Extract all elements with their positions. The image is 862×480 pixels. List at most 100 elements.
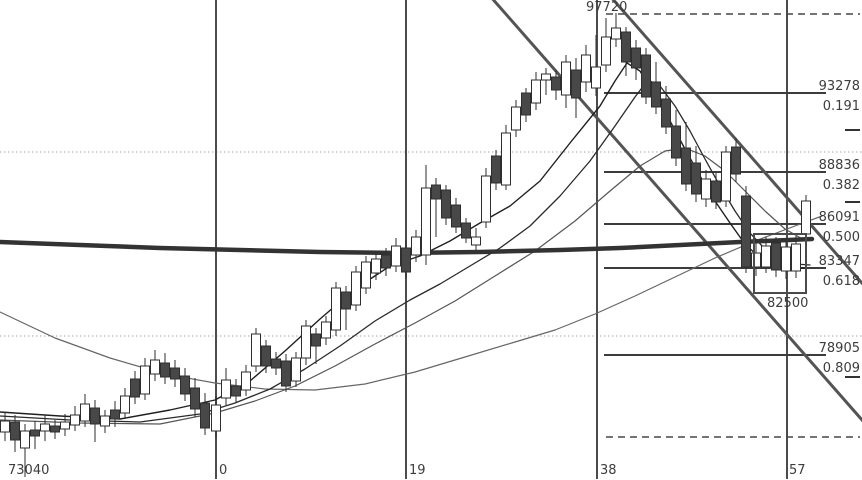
candle <box>481 168 491 228</box>
candle <box>381 248 391 276</box>
candle <box>261 340 271 373</box>
x-axis-label: 0 <box>219 463 227 478</box>
candle <box>311 328 321 364</box>
candle <box>431 178 441 237</box>
candle <box>60 414 70 436</box>
x-axis-label: 57 <box>789 463 806 478</box>
candle <box>461 218 471 243</box>
candle <box>160 353 170 384</box>
candle <box>621 27 631 76</box>
candle <box>801 195 811 239</box>
candle <box>361 256 371 294</box>
candle <box>541 68 551 95</box>
ma-fast <box>0 62 807 420</box>
candle <box>511 100 521 137</box>
candle <box>110 401 120 427</box>
fib-ratio-label: 0.500 <box>823 230 860 245</box>
candle <box>691 146 701 202</box>
candle <box>100 410 110 433</box>
candle <box>0 412 10 441</box>
candle <box>411 230 421 262</box>
candle <box>521 88 531 122</box>
candle <box>221 368 231 405</box>
fib-ratio-label: 0.618 <box>823 274 860 289</box>
candle <box>401 240 411 278</box>
candle <box>301 320 311 365</box>
candle <box>581 45 591 92</box>
candle <box>371 252 381 280</box>
price-box-label: 82500 <box>767 296 808 311</box>
candle <box>90 400 100 442</box>
candle <box>641 48 651 104</box>
candle <box>671 110 681 166</box>
candle <box>120 388 130 419</box>
ma-thick <box>0 236 815 256</box>
candle <box>391 238 401 272</box>
trendline <box>611 0 862 286</box>
price-box <box>753 233 807 294</box>
candle <box>491 150 501 190</box>
fib-ratio-label: 0.382 <box>823 178 860 193</box>
candle <box>331 282 341 336</box>
candle <box>711 173 721 209</box>
candle <box>80 394 90 427</box>
candle <box>471 228 481 251</box>
candle <box>40 415 50 441</box>
candle <box>190 378 200 417</box>
right-ticks-layer <box>845 129 860 378</box>
labels-layer: 97720 93278 0.191 88836 0.382 86091 0.500 83347… <box>8 0 860 478</box>
candle <box>140 358 150 400</box>
candle <box>30 421 40 449</box>
candles-layer <box>0 13 811 477</box>
candle <box>130 371 140 404</box>
candle <box>281 354 291 392</box>
candle <box>321 316 331 345</box>
x-axis-label: 73040 <box>8 463 49 478</box>
vertical-gridlines-layer <box>215 0 788 479</box>
candle <box>791 236 801 278</box>
candle <box>761 237 771 273</box>
candle <box>741 186 751 273</box>
candle <box>150 350 160 381</box>
candle <box>50 420 60 439</box>
x-axis-label: 19 <box>409 463 426 478</box>
candle <box>601 18 611 72</box>
fib-price-label: 86091 <box>819 210 860 225</box>
candle <box>291 352 301 387</box>
candle <box>211 396 221 438</box>
candle <box>341 286 351 330</box>
candle <box>20 424 30 477</box>
ma-medium <box>0 79 811 423</box>
candle <box>571 58 581 118</box>
candle <box>200 393 210 435</box>
fib-ratio-label: 0.809 <box>823 361 860 376</box>
candle <box>231 379 241 402</box>
candle <box>501 125 511 190</box>
candle <box>721 146 731 207</box>
candle <box>771 237 781 277</box>
candle <box>651 62 661 114</box>
fib-price-label: 83347 <box>819 254 860 269</box>
fib-price-label: 93278 <box>819 79 860 94</box>
candle <box>561 55 571 108</box>
candle <box>781 239 791 279</box>
candle <box>241 365 251 396</box>
fib-price-label: 78905 <box>819 341 860 356</box>
candle <box>351 266 361 311</box>
candle <box>531 72 541 110</box>
candle <box>611 13 621 47</box>
candle <box>421 165 431 265</box>
candle <box>631 40 641 80</box>
candle <box>271 352 281 375</box>
ma-medium2 <box>0 147 807 425</box>
price-box-layer <box>753 233 807 294</box>
candle <box>551 70 561 100</box>
candle <box>441 185 451 225</box>
candle <box>661 86 671 134</box>
candle <box>701 170 711 207</box>
candle <box>251 328 261 372</box>
fib-price-label: 88836 <box>819 158 860 173</box>
candle <box>751 239 761 276</box>
